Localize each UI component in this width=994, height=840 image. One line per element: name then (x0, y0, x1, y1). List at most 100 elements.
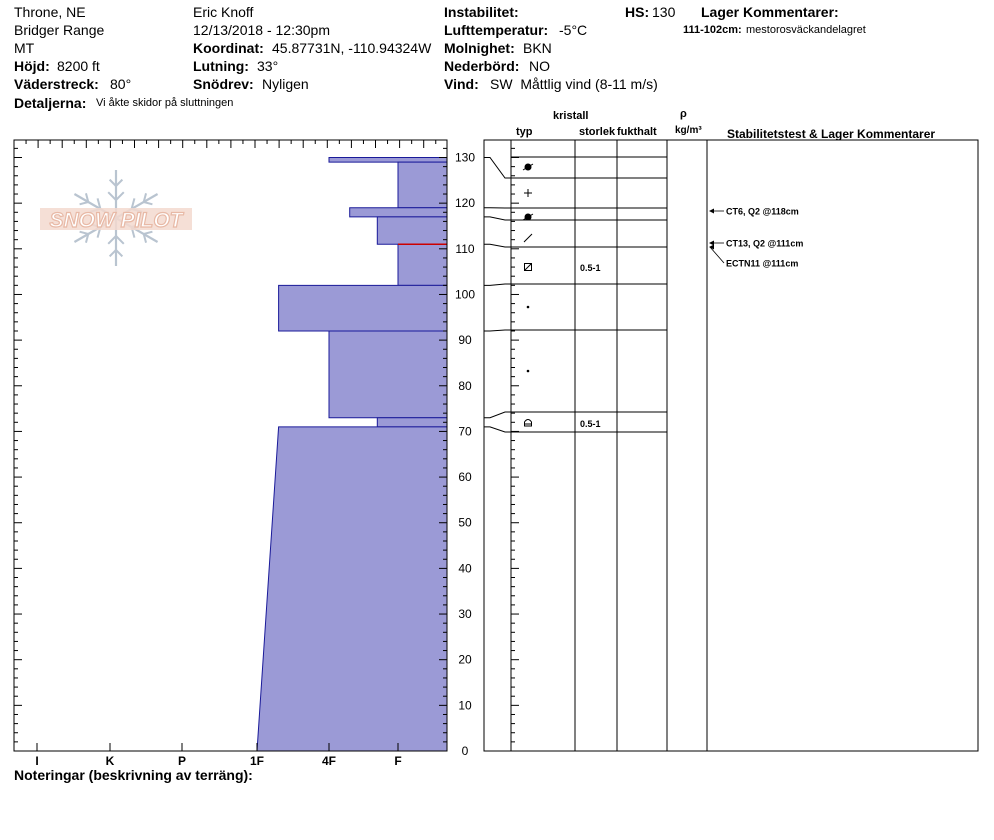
snowflake-branch (115, 178, 124, 187)
grain-connector (484, 329, 511, 332)
details-value: Vi åkte skidor på sluttningen (96, 97, 234, 109)
size-header: storlek (579, 126, 616, 138)
grain-connector (484, 157, 511, 179)
snowflake-branch (143, 230, 153, 235)
y-tick-label: 80 (458, 379, 472, 393)
snowflake-branch (143, 201, 153, 206)
logo-text: SNOW PILOT (50, 209, 185, 232)
decomposing-fragments-icon (523, 233, 533, 243)
grain-connector (484, 283, 511, 286)
test-arrowhead (709, 208, 714, 214)
location: Throne, NE (14, 4, 86, 20)
x-tick-label: K (106, 754, 115, 768)
hardness-layer-2 (349, 207, 448, 218)
y-tick-label: 60 (458, 470, 472, 484)
y-tick-label: 50 (458, 516, 472, 530)
test-arrow (709, 246, 725, 264)
drift-label: Snödrev: (193, 76, 254, 92)
grain-connector (484, 243, 511, 248)
snowflake-branch (79, 230, 89, 235)
range: Bridger Range (14, 22, 105, 38)
grain-connector (484, 426, 511, 433)
snowflake-branch (115, 249, 124, 258)
grain-plot-frame (483, 139, 979, 752)
moisture-header: fukthalt (617, 126, 657, 138)
snowflake-branch (107, 235, 117, 245)
rho-header: ρ (680, 108, 687, 120)
chart-ticks: I K P 1F 4F F 0 10 20 30 40 50 60 70 80 90 100 110 120 130 (13, 140, 519, 768)
y-tick-label: 40 (458, 561, 472, 575)
wind-label: Vind: (444, 76, 479, 92)
crystal-header: kristall (553, 110, 589, 122)
snowflake-branch (108, 249, 117, 258)
snowflake-branch (115, 191, 125, 201)
hardness-layer-7 (376, 417, 448, 428)
wind-value: SW Måttlig vind (8-11 m/s) (490, 76, 658, 92)
faceted-rounded-icon (524, 263, 532, 271)
snowflake-branch (79, 201, 89, 206)
precip-label: Nederbörd: (444, 58, 520, 74)
y-tick-label: 110 (455, 242, 474, 256)
y-tick-label: 0 (462, 744, 469, 758)
y-tick-label: 130 (455, 151, 475, 165)
stability-tests: CT6, Q2 @118cm CT13, Q2 @111cm ECTN11 @111… (709, 207, 803, 269)
grain-size-label: 0.5-1 (580, 263, 601, 273)
hardness-layers (256, 157, 448, 752)
grain-connector (484, 216, 511, 221)
snowflake-branch (107, 191, 117, 201)
coord-label: Koordinat: (193, 40, 264, 56)
y-tick-label: 70 (458, 424, 472, 438)
density-unit-header: kg/m³ (675, 125, 702, 136)
faceted-rounded-icon (524, 263, 532, 271)
snowflake-branch (108, 178, 117, 187)
hardness-layer-3 (376, 216, 448, 245)
aspect-label: Väderstreck: (14, 76, 99, 92)
hardness-layer-6 (328, 330, 448, 419)
x-tick-label: 4F (322, 754, 336, 768)
y-tick-label: 90 (458, 333, 472, 347)
x-tick-label: I (35, 754, 38, 768)
aspect-value: 80° (110, 76, 132, 92)
stability-header: Stabilitetstest & Lager Kommentarer (727, 127, 936, 141)
y-tick-label: 120 (455, 196, 475, 210)
depth-hoar-icon (524, 419, 532, 427)
precipitation-particle-icon (522, 213, 534, 221)
snowflake-branch (142, 233, 148, 243)
hardness-layer-5 (278, 284, 448, 332)
type-header: typ (516, 126, 533, 138)
drift-value: Nyligen (262, 76, 309, 92)
airtemp-value: -5°C (559, 22, 588, 38)
notes-label: Noteringar (beskrivning av terräng): (14, 767, 253, 783)
hardness-layer-4 (397, 243, 448, 286)
hs-value: 130 (652, 4, 676, 20)
hs-label: HS: (625, 4, 650, 20)
sky-label: Molnighet: (444, 40, 515, 56)
elevation-label: Höjd: (14, 58, 50, 74)
x-tick-label: F (394, 754, 401, 768)
logo-band (40, 208, 192, 230)
snowpilot-logo: SNOW PILOT (40, 170, 192, 266)
hardness-layer-8 (256, 426, 448, 752)
coord-value: 45.87731N, -110.94324W (272, 40, 432, 56)
slope-value: 33° (257, 58, 279, 74)
stability-test-label: CT6, Q2 @118cm (726, 207, 799, 217)
y-tick-label: 20 (458, 653, 472, 667)
precipitation-particle-icon (522, 163, 534, 171)
hardness-layer-0 (328, 157, 448, 163)
y-tick-label: 100 (455, 287, 475, 301)
snowflake-branch (96, 198, 102, 210)
x-tick-label: 1F (250, 754, 264, 768)
instability-label: Instabilitet: (444, 4, 519, 20)
hardness-layer-1 (397, 161, 448, 209)
elevation-value: 8200 ft (57, 58, 100, 74)
details-label: Detaljerna: (14, 95, 87, 111)
slope-label: Lutning: (193, 58, 249, 74)
snowflake-branch (142, 193, 148, 203)
layer-comment-range: 111-102cm: (683, 24, 742, 36)
y-tick-label: 10 (458, 698, 472, 712)
sky-value: BKN (523, 40, 552, 56)
snowflake-branch (84, 193, 90, 203)
rounded-grain-icon (526, 369, 530, 373)
state: MT (14, 40, 35, 56)
